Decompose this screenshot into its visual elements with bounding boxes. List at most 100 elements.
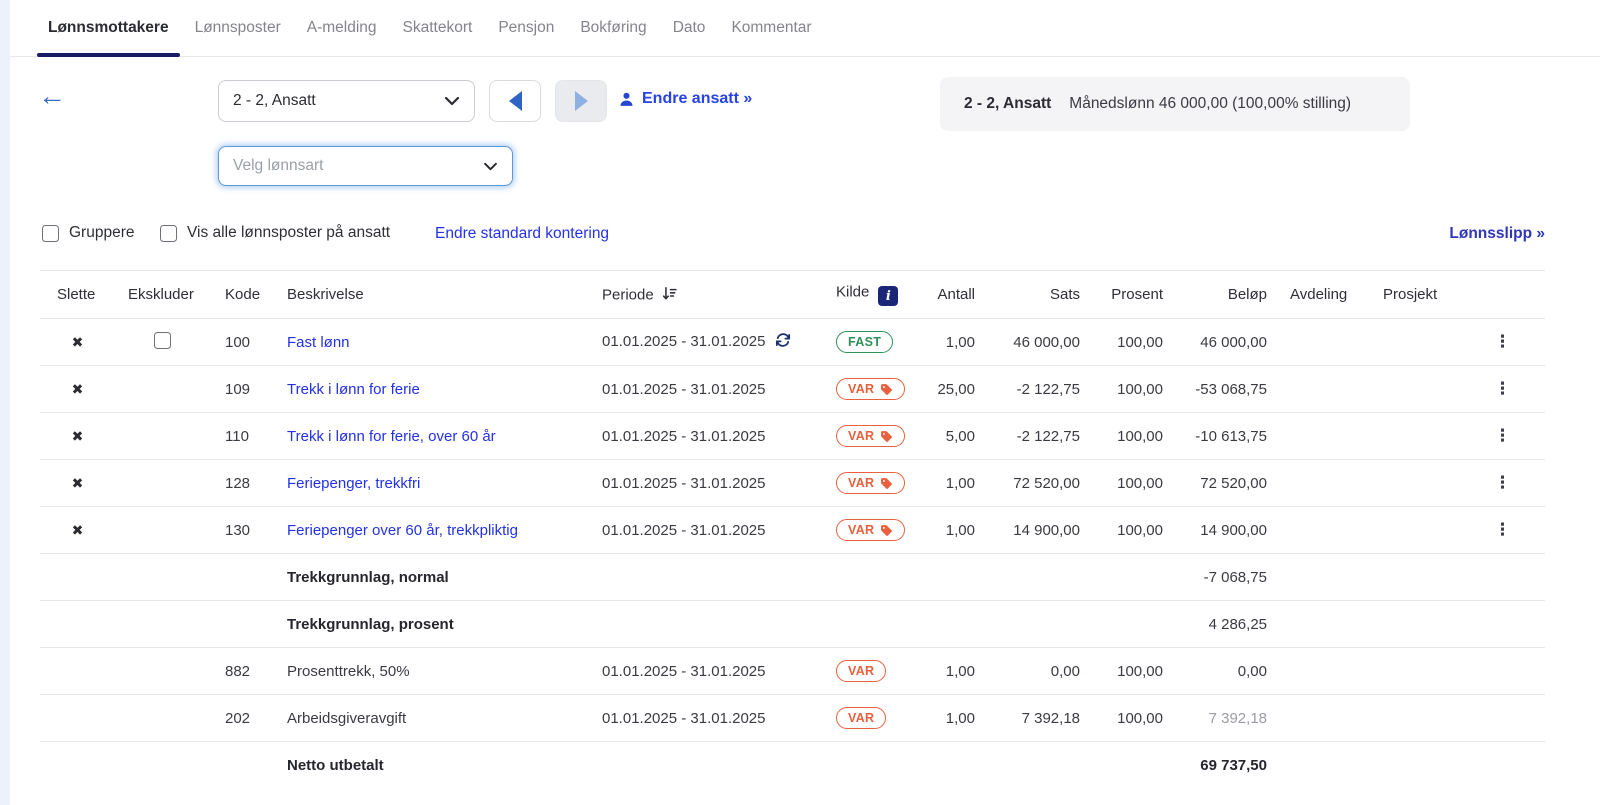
row-prosjekt-cell <box>1372 695 1460 742</box>
summary-belop: 69 737,50 <box>1200 756 1267 774</box>
delete-row-icon[interactable]: ✖ <box>71 521 84 538</box>
source-badge-label: VAR <box>848 429 875 443</box>
row-avdeling-cell <box>1272 695 1372 742</box>
row-period: 01.01.2025 - 31.01.2025 <box>602 709 766 727</box>
endre-ansatt-link[interactable]: Endre ansatt » <box>618 90 752 108</box>
lonnsart-select-placeholder: Velg lønnsart <box>233 157 324 174</box>
row-description: Arbeidsgiveravgift <box>287 709 407 727</box>
tab-pensjon[interactable]: Pensjon <box>485 0 567 56</box>
row-avdeling-cell <box>1272 507 1372 554</box>
chevron-down-icon <box>444 96 460 106</box>
payroll-row: 202 Arbeidsgiveravgift 01.01.2025 - 31.0… <box>40 694 1545 742</box>
triangle-left-icon <box>508 91 522 111</box>
row-prosjekt-cell <box>1372 648 1460 695</box>
payroll-row: ✖ 100 Fast lønn 01.01.2025 - 31.01.2025 … <box>40 318 1545 366</box>
row-period: 01.01.2025 - 31.01.2025 <box>602 380 766 398</box>
tab-l-nnsposter[interactable]: Lønnsposter <box>182 0 294 56</box>
chevron-down-icon <box>484 162 497 170</box>
header-prosent: Prosent <box>1111 286 1163 303</box>
row-code: 130 <box>225 521 251 539</box>
endre-kontering-link[interactable]: Endre standard kontering <box>435 225 610 242</box>
exclude-checkbox[interactable] <box>154 331 171 349</box>
row-belop: 7 392,18 <box>1208 709 1267 727</box>
lonnsslipp-link[interactable]: Lønnsslipp » <box>1449 225 1545 242</box>
row-belop: -10 613,75 <box>1195 427 1267 445</box>
row-period: 01.01.2025 - 31.01.2025 <box>602 333 766 350</box>
summary-belop: -7 068,75 <box>1203 568 1267 586</box>
source-badge: VAR <box>836 519 906 541</box>
tab-skattekort[interactable]: Skattekort <box>390 0 486 56</box>
employee-select[interactable]: 2 - 2, Ansatt <box>218 80 475 122</box>
row-period: 01.01.2025 - 31.01.2025 <box>602 521 766 539</box>
tab-l-nnsmottakere[interactable]: Lønnsmottakere <box>35 0 182 57</box>
row-sats: 0,00 <box>1050 662 1080 680</box>
row-belop: 0,00 <box>1237 662 1267 680</box>
row-prosjekt-cell <box>1372 413 1460 460</box>
row-belop: 14 900,00 <box>1200 521 1267 539</box>
tab-kommentar[interactable]: Kommentar <box>718 0 824 56</box>
tab-dato[interactable]: Dato <box>660 0 719 56</box>
endre-ansatt-label: Endre ansatt » <box>642 90 753 107</box>
vis-alle-option: Vis alle lønnsposter på ansatt <box>160 224 390 242</box>
row-sats: 72 520,00 <box>1013 474 1080 492</box>
delete-row-icon[interactable]: ✖ <box>71 380 84 397</box>
source-badge-label: VAR <box>848 711 875 725</box>
back-button[interactable]: ← <box>38 82 66 110</box>
source-badge-label: VAR <box>848 523 875 537</box>
row-menu-icon[interactable]: ⋮ <box>1494 520 1511 539</box>
row-description[interactable]: Fast lønn <box>287 333 350 351</box>
delete-row-icon[interactable]: ✖ <box>71 427 84 444</box>
row-description[interactable]: Feriepenger over 60 år, trekkpliktig <box>287 521 518 539</box>
row-description[interactable]: Feriepenger, trekkfri <box>287 474 421 492</box>
row-menu-icon[interactable]: ⋮ <box>1494 379 1511 398</box>
back-arrow-icon: ← <box>38 80 66 111</box>
employee-summary-id: 2 - 2, Ansatt <box>964 95 1052 112</box>
row-antall: 1,00 <box>945 709 975 727</box>
row-avdeling-cell <box>1272 413 1372 460</box>
triangle-right-icon <box>574 91 588 111</box>
header-belop: Beløp <box>1227 286 1267 303</box>
tab-label: Dato <box>672 19 706 36</box>
row-menu-icon[interactable]: ⋮ <box>1494 473 1511 492</box>
sort-descending-icon[interactable] <box>661 285 678 302</box>
row-code: 100 <box>225 333 251 351</box>
gruppere-checkbox[interactable] <box>42 224 59 242</box>
payroll-row: ✖ 128 Feriepenger, trekkfri 01.01.2025 -… <box>40 459 1545 507</box>
delete-row-icon[interactable]: ✖ <box>71 333 84 350</box>
source-badge: FAST <box>836 331 894 353</box>
tab-a-melding[interactable]: A-melding <box>294 0 390 56</box>
summary-label: Netto utbetalt <box>287 756 384 774</box>
info-icon[interactable]: i <box>878 286 899 307</box>
source-badge: VAR <box>836 425 906 447</box>
payroll-summary-row: Trekkgrunnlag, normal -7 068,75 <box>40 553 1545 601</box>
row-sats: 7 392,18 <box>1021 709 1080 727</box>
tab-label: Lønnsposter <box>194 19 281 36</box>
row-prosent: 100,00 <box>1117 380 1163 398</box>
repeat-icon <box>774 331 792 353</box>
row-description[interactable]: Trekk i lønn for ferie <box>287 380 420 398</box>
row-sats: -2 122,75 <box>1016 427 1080 445</box>
row-menu-icon[interactable]: ⋮ <box>1494 426 1511 445</box>
delete-row-icon[interactable]: ✖ <box>71 474 84 491</box>
header-prosjekt: Prosjekt <box>1383 286 1438 303</box>
payroll-row: 882 Prosenttrekk, 50% 01.01.2025 - 31.01… <box>40 647 1545 695</box>
lonnsart-select[interactable]: Velg lønnsart <box>218 146 513 186</box>
row-sats: -2 122,75 <box>1016 380 1080 398</box>
payroll-summary-row: Netto utbetalt 69 737,50 <box>40 741 1545 789</box>
tab-bokf-ring[interactable]: Bokføring <box>567 0 659 56</box>
next-employee-button[interactable] <box>555 80 607 122</box>
row-prosent: 100,00 <box>1117 709 1163 727</box>
vis-alle-checkbox[interactable] <box>160 224 177 242</box>
row-period: 01.01.2025 - 31.01.2025 <box>602 662 766 680</box>
payroll-table: Slette Ekskluder Kode Beskrivelse Period… <box>40 270 1545 789</box>
row-code: 202 <box>225 709 251 727</box>
row-description[interactable]: Trekk i lønn for ferie, over 60 år <box>287 427 496 445</box>
previous-employee-button[interactable] <box>489 80 541 122</box>
row-belop: 46 000,00 <box>1200 333 1267 351</box>
row-menu-icon[interactable]: ⋮ <box>1494 332 1511 351</box>
table-header-row: Slette Ekskluder Kode Beskrivelse Period… <box>40 270 1545 319</box>
header-sats: Sats <box>1049 286 1080 303</box>
row-code: 128 <box>225 474 251 492</box>
row-code: 882 <box>225 662 251 680</box>
row-antall: 1,00 <box>945 521 975 539</box>
